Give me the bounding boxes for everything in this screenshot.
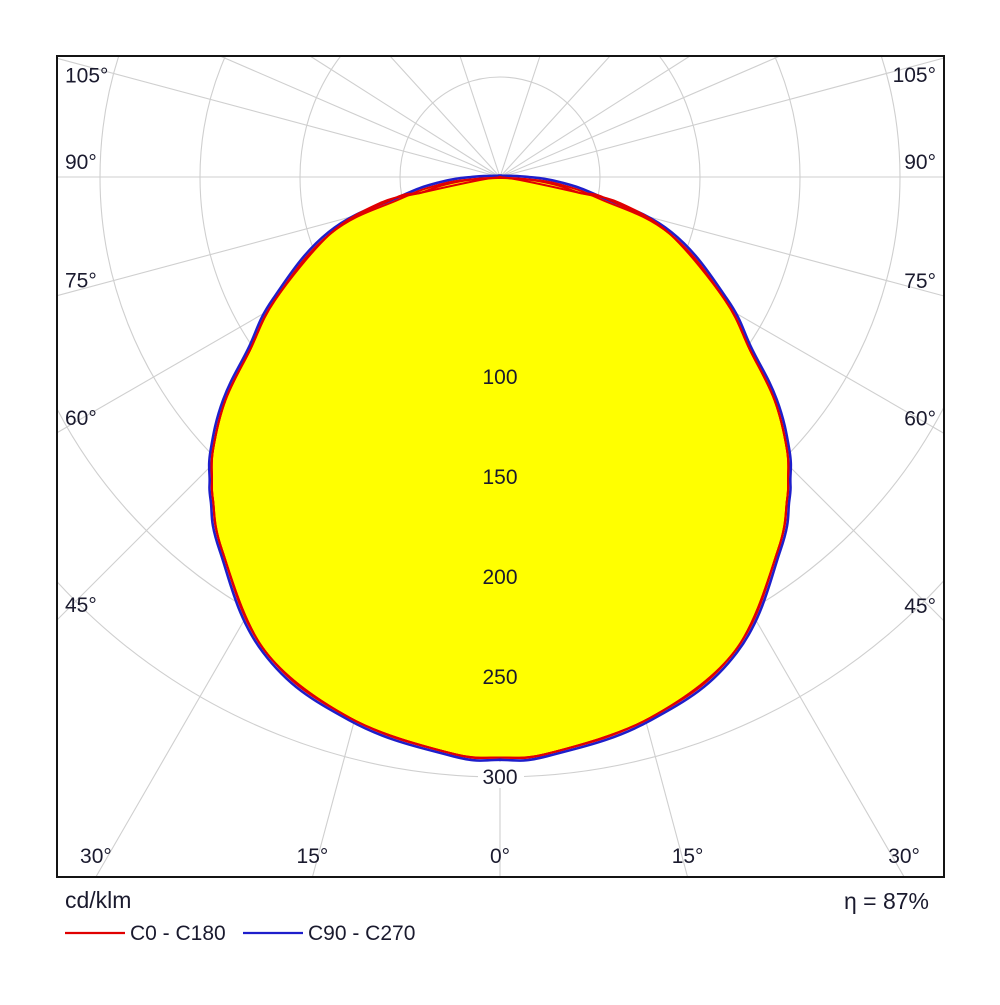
svg-text:150: 150 [482, 466, 517, 489]
svg-text:0°: 0° [490, 845, 510, 868]
svg-text:100: 100 [482, 366, 517, 389]
svg-text:250: 250 [482, 666, 517, 689]
svg-text:η = 87%: η = 87% [844, 888, 929, 914]
svg-text:75°: 75° [904, 270, 936, 293]
svg-text:45°: 45° [904, 595, 936, 618]
svg-text:60°: 60° [904, 407, 936, 430]
svg-text:45°: 45° [65, 594, 97, 617]
svg-text:30°: 30° [80, 845, 112, 868]
svg-text:C90 - C270: C90 - C270 [308, 922, 415, 945]
svg-text:300: 300 [482, 766, 517, 789]
svg-text:30°: 30° [888, 845, 920, 868]
svg-text:105°: 105° [893, 64, 936, 87]
svg-text:15°: 15° [672, 845, 704, 868]
svg-text:90°: 90° [65, 151, 97, 174]
svg-text:15°: 15° [297, 845, 329, 868]
svg-text:C0 - C180: C0 - C180 [130, 922, 226, 945]
svg-text:200: 200 [482, 566, 517, 589]
svg-text:90°: 90° [904, 151, 936, 174]
svg-text:60°: 60° [65, 407, 97, 430]
svg-text:105°: 105° [65, 64, 108, 87]
svg-text:75°: 75° [65, 270, 97, 293]
svg-text:cd/klm: cd/klm [65, 887, 131, 913]
